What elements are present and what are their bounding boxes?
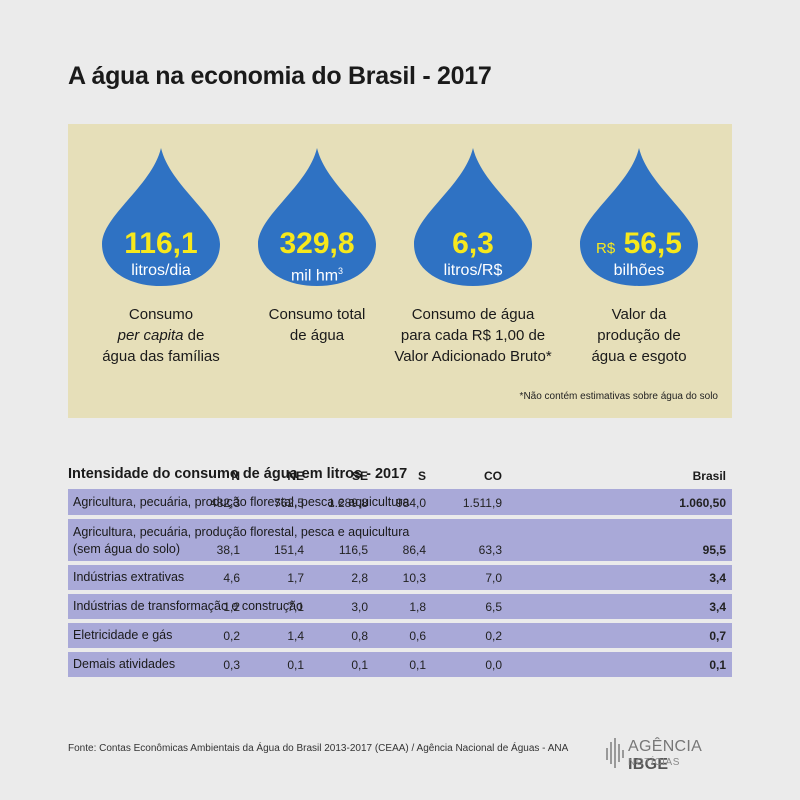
- table-row: Agricultura, pecuária, produção floresta…: [68, 489, 732, 515]
- row-label: Indústrias de transformação e construção: [73, 599, 303, 613]
- ibge-bars-icon: [606, 738, 624, 768]
- table-cell-total: 0,1: [709, 658, 726, 672]
- table-cell-total: 3,4: [709, 571, 726, 585]
- table-cell: 86,4: [402, 543, 426, 557]
- table-cell: 1,8: [409, 600, 426, 614]
- stat-value: 329,8: [279, 227, 355, 260]
- column-header: NE: [287, 469, 304, 483]
- table-cell-total: 0,7: [709, 629, 726, 643]
- stat-unit: bilhões: [613, 262, 665, 279]
- table-cell-total: 3,4: [709, 600, 726, 614]
- water-drop-icon: [102, 148, 220, 286]
- table-cell: 1,4: [287, 629, 304, 643]
- table-cell: 0,2: [223, 629, 240, 643]
- table-row: Demais atividades 0,3 0,1 0,1 0,1 0,0 0,…: [68, 652, 732, 677]
- water-drop-icon: [414, 148, 532, 286]
- row-label: Agricultura, pecuária, produção floresta…: [73, 495, 410, 509]
- stat-unit: litros/dia: [131, 262, 191, 279]
- table-cell: 0,8: [351, 629, 368, 643]
- stat-value: 6,3: [452, 227, 494, 260]
- stat-unit: mil hm3: [290, 266, 344, 285]
- table-cell: 482,3: [209, 496, 240, 510]
- column-header: S: [417, 469, 426, 483]
- row-label: Eletricidade e gás: [73, 628, 173, 642]
- column-header: Brasil: [692, 469, 726, 483]
- table-cell: 1,7: [287, 571, 304, 585]
- footnote: *Não contém estimativas sobre água do so…: [519, 391, 718, 402]
- row-label-detail: (sem água do solo): [73, 542, 181, 556]
- table-cell-total: 1.060,50: [679, 496, 726, 510]
- table-cell: 0,3: [223, 658, 240, 672]
- table-cell: 984,0: [395, 496, 426, 510]
- table-cell: 2,8: [351, 571, 368, 585]
- table-header: Intensidade do consumo de água em litros…: [68, 464, 732, 488]
- stat-drop-value: R$ 56,5 bilhões: [578, 146, 700, 286]
- table-row: Agricultura, pecuária, produção floresta…: [68, 519, 732, 561]
- column-header: N: [231, 469, 240, 483]
- agencia-ibge-logo: AGÊNCIA IBGE NOTÍCIAS: [606, 736, 736, 773]
- table-cell: 151,4: [273, 543, 304, 557]
- table-cell: 0,6: [409, 629, 426, 643]
- table-row: Indústrias extrativas 4,6 1,7 2,8 10,3 7…: [68, 565, 732, 590]
- row-label: Agricultura, pecuária, produção floresta…: [73, 525, 410, 539]
- table-cell: 0,1: [287, 658, 304, 672]
- logo-subtitle: NOTÍCIAS: [628, 757, 681, 768]
- stat-caption-value: Valor da produção de água e esgoto: [591, 306, 687, 365]
- source-footer: Fonte: Contas Econômicas Ambientais da Á…: [68, 743, 569, 754]
- row-label: Indústrias extrativas: [73, 570, 185, 584]
- stat-unit: litros/R$: [443, 262, 503, 279]
- table-heading: Intensidade do consumo de água em litros…: [68, 466, 408, 482]
- table-cell: 762,5: [273, 496, 304, 510]
- stats-panel: 116,1 litros/dia Consumo per capita de á…: [68, 124, 732, 418]
- table-cell: 3,0: [351, 600, 368, 614]
- table-cell: 1.511,9: [462, 496, 502, 510]
- stat-drop-total: 329,8 mil hm3: [256, 146, 378, 286]
- stat-drop-per-real: 6,3 litros/R$: [412, 146, 534, 286]
- table-cell: 38,1: [216, 543, 240, 557]
- table-cell-total: 95,5: [702, 543, 726, 557]
- table-cell: 0,1: [351, 658, 368, 672]
- table-cell: 0,2: [485, 629, 502, 643]
- table-cell: 7,0: [485, 571, 502, 585]
- table-row: Indústrias de transformação e construção…: [68, 594, 732, 619]
- water-drop-icon: [580, 148, 698, 286]
- table-cell: 7,1: [287, 600, 304, 614]
- table-cell: 116,5: [338, 543, 368, 557]
- table-cell: 1,2: [223, 600, 240, 614]
- table-cell: 0,1: [409, 658, 426, 672]
- stat-value: 116,1: [124, 227, 198, 260]
- table-row: Eletricidade e gás 0,2 1,4 0,8 0,6 0,2 0…: [68, 623, 732, 648]
- water-drop-icon: [258, 148, 376, 286]
- stat-drop-per-capita: 116,1 litros/dia: [100, 146, 222, 286]
- column-header: SE: [351, 469, 368, 483]
- table-cell: 6,5: [485, 600, 502, 614]
- table-cell: 4,6: [223, 571, 240, 585]
- table-cell: 10,3: [402, 571, 426, 585]
- stat-caption-per-real: Consumo de água para cada R$ 1,00 de Val…: [394, 306, 552, 365]
- table-cell: 0,0: [485, 658, 502, 672]
- table-cell: 63,3: [478, 543, 502, 557]
- stat-caption-per-capita: Consumo per capita de água das famílias: [102, 306, 220, 365]
- logo-wordmark: AGÊNCIA IBGE: [628, 738, 702, 773]
- row-label: Demais atividades: [73, 657, 176, 671]
- page-title: A água na economia do Brasil - 2017: [68, 62, 492, 90]
- stat-value: R$ 56,5: [596, 227, 682, 260]
- column-header: CO: [484, 469, 502, 483]
- table-cell: 1.289,8: [327, 496, 368, 510]
- stat-caption-total: Consumo total de água: [268, 306, 366, 344]
